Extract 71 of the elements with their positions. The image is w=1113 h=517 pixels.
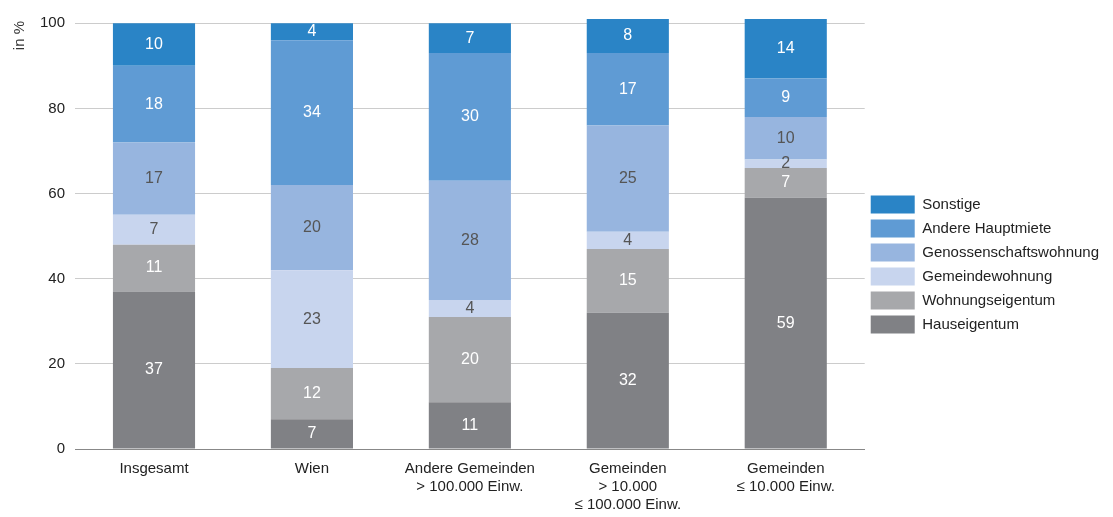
bar: [428, 180, 511, 300]
bar: [744, 78, 827, 117]
x-tick-label: Gemeinden ≤ 10.000 Einw.: [736, 459, 835, 495]
data-label: 10: [145, 34, 163, 52]
data-label: 32: [618, 371, 637, 389]
y-tick-label: 20: [48, 353, 66, 371]
bar: [112, 142, 196, 215]
x-tick-label: Gemeinden > 10.000 ≤ 100.000 Einw.: [574, 459, 682, 513]
data-label: 14: [776, 39, 795, 57]
y-tick-label: 60: [48, 183, 66, 201]
data-label: 20: [303, 218, 321, 236]
data-label: 9: [781, 88, 791, 106]
bar: [586, 19, 669, 54]
legend-label: Wohnungseigentum: [922, 290, 1056, 308]
data-label: 7: [307, 424, 317, 442]
bar: [586, 231, 669, 249]
data-label: 20: [460, 350, 479, 367]
data-label: 4: [307, 22, 317, 40]
bar: [586, 53, 669, 126]
y-tick-label: 80: [48, 98, 66, 116]
bar: [428, 23, 511, 54]
data-label: 2: [781, 154, 791, 172]
data-label: 15: [618, 271, 637, 289]
x-tick-label: Andere Gemeinden > 100.000 Einw.: [404, 459, 535, 495]
data-label: 28: [460, 230, 479, 248]
data-label: 37: [145, 360, 163, 378]
bar: [744, 168, 827, 198]
bar: [428, 299, 511, 318]
data-label: 7: [149, 220, 159, 238]
bar: [744, 19, 827, 79]
data-label: 59: [776, 313, 795, 331]
data-label: 8: [623, 26, 633, 44]
data-label: 17: [618, 79, 637, 97]
data-label: 34: [303, 103, 321, 121]
x-tick-label: Wien: [294, 459, 330, 477]
data-label: 25: [618, 169, 637, 187]
legend-label: Gemeindewohnung: [922, 266, 1053, 284]
bar: [428, 53, 511, 181]
data-label: 7: [465, 28, 475, 46]
bar: [112, 65, 196, 143]
bar: [270, 23, 353, 41]
bar: [112, 214, 196, 245]
y-tick-label: 40: [48, 268, 66, 286]
data-label: 18: [145, 94, 163, 112]
x-tick-label: Insgesamt: [119, 459, 190, 477]
data-label: 4: [623, 230, 633, 248]
y-axis-title: in %: [10, 21, 28, 51]
bar: [586, 248, 669, 313]
legend-label: Sonstige: [922, 194, 981, 212]
bar: [270, 270, 353, 369]
data-label: 4: [465, 298, 475, 316]
data-label: 12: [303, 384, 321, 402]
bar: [112, 23, 196, 66]
bar: [112, 244, 196, 292]
data-label: 23: [303, 309, 321, 327]
bar: [270, 185, 353, 271]
data-label: 7: [781, 173, 791, 191]
y-tick-label: 100: [40, 13, 66, 31]
bar: [586, 125, 669, 232]
data-label: 11: [145, 258, 163, 276]
data-label: 17: [145, 169, 163, 187]
y-tick-label: 0: [56, 439, 66, 457]
data-label: 10: [776, 128, 795, 146]
data-label: 11: [461, 415, 479, 433]
bar: [270, 368, 353, 420]
legend-label: Hauseigentum: [922, 314, 1019, 332]
bar: [428, 317, 511, 403]
legend-label: Andere Hauptmiete: [922, 218, 1052, 236]
bar: [270, 40, 353, 186]
data-label: 30: [460, 107, 479, 125]
legend-label: Genossenschaftswohnung: [922, 242, 1100, 260]
